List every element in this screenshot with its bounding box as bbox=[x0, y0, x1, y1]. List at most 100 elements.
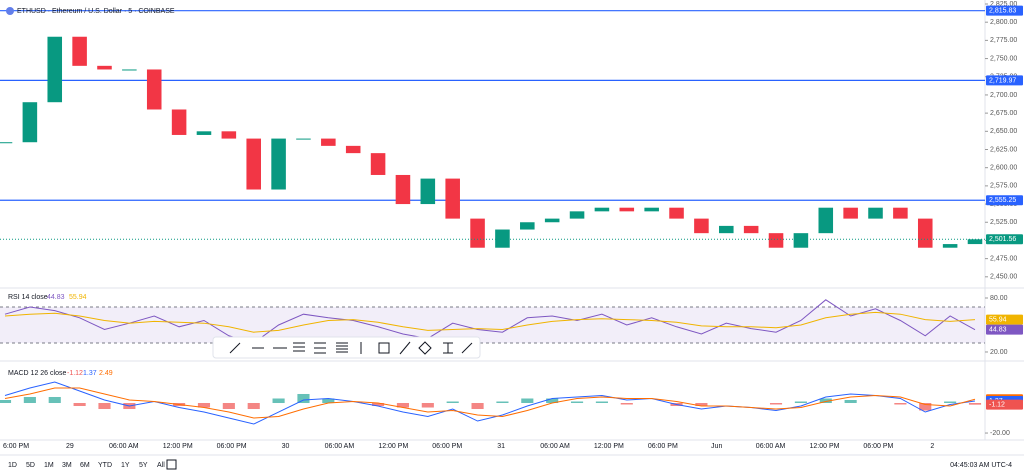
range-button[interactable]: 1Y bbox=[121, 462, 130, 469]
range-button[interactable]: 3M bbox=[62, 462, 72, 469]
candle bbox=[619, 207, 635, 212]
calendar-icon[interactable] bbox=[166, 459, 177, 470]
candle bbox=[768, 233, 784, 248]
price-badge bbox=[986, 75, 1023, 86]
histogram-bar bbox=[247, 403, 260, 410]
rsi-band bbox=[0, 307, 985, 343]
candle bbox=[246, 138, 261, 190]
candle bbox=[221, 131, 237, 139]
price-badge-label: 2,501.56 bbox=[989, 236, 1016, 243]
histogram-bar bbox=[570, 401, 584, 404]
range-button[interactable]: 1D bbox=[8, 462, 17, 469]
histogram-bar bbox=[496, 401, 509, 404]
candle bbox=[569, 211, 585, 219]
legend-value: 1.37 bbox=[83, 370, 97, 377]
candle bbox=[420, 178, 436, 205]
candle bbox=[719, 225, 734, 234]
candle bbox=[818, 207, 834, 234]
candle bbox=[271, 138, 286, 190]
candle bbox=[146, 69, 162, 110]
histogram-bar bbox=[23, 396, 36, 404]
histogram-bar bbox=[844, 400, 857, 404]
y-tick-label: 2,825.00 bbox=[990, 1, 1017, 8]
candle bbox=[470, 218, 485, 248]
histogram-bar bbox=[521, 398, 534, 404]
histogram-bar bbox=[396, 403, 410, 408]
histogram-bar bbox=[819, 398, 832, 404]
candle bbox=[47, 36, 63, 103]
histogram-bar bbox=[98, 403, 111, 410]
histogram-bar bbox=[197, 403, 211, 408]
y-tick-label: 2,675.00 bbox=[990, 110, 1017, 117]
histogram-bar bbox=[73, 403, 86, 407]
trend-line-tool[interactable] bbox=[229, 342, 241, 354]
y-tick-label: 2,575.00 bbox=[990, 183, 1017, 190]
more-tools[interactable] bbox=[461, 342, 473, 354]
range-button[interactable]: All bbox=[157, 462, 165, 469]
range-button[interactable]: 5D bbox=[26, 462, 35, 469]
price-badge-label: -1.12 bbox=[989, 402, 1005, 409]
histogram-bar bbox=[297, 393, 310, 404]
price-badge bbox=[986, 314, 1023, 325]
histogram-bar bbox=[546, 398, 559, 404]
histogram-bar bbox=[421, 403, 434, 408]
brush-tool[interactable] bbox=[399, 341, 411, 355]
range-button[interactable]: 6M bbox=[80, 462, 90, 469]
time-label: Jun bbox=[711, 443, 722, 450]
time-label: 30 bbox=[282, 443, 290, 450]
fib-tool[interactable] bbox=[314, 342, 326, 354]
y-tick-label: 2,800.00 bbox=[990, 19, 1017, 26]
histogram-bar bbox=[919, 403, 932, 411]
legend-value: 44.83 bbox=[47, 294, 65, 301]
time-label: 6:00 PM bbox=[3, 443, 29, 450]
rectangle-tool[interactable] bbox=[378, 342, 390, 354]
candle bbox=[594, 207, 610, 212]
time-label: 06:00 AM bbox=[756, 443, 786, 450]
macd-line bbox=[4, 381, 976, 425]
candle bbox=[669, 207, 684, 219]
rsi-line bbox=[4, 311, 976, 333]
price-badge bbox=[986, 324, 1023, 335]
time-label: 2 bbox=[930, 443, 934, 450]
parallel-channel-tool[interactable] bbox=[293, 342, 305, 352]
y-tick-label: 2,475.00 bbox=[990, 255, 1017, 262]
time-label: 06:00 PM bbox=[648, 443, 678, 450]
time-label: 06:00 PM bbox=[432, 443, 462, 450]
clock: 04:45:03 AM UTC-4 bbox=[950, 462, 1012, 469]
candle bbox=[171, 109, 187, 135]
candle bbox=[868, 207, 883, 219]
price-badge bbox=[986, 234, 1023, 245]
candle bbox=[370, 153, 386, 175]
range-button[interactable]: 5Y bbox=[139, 462, 148, 469]
candle bbox=[520, 222, 535, 230]
time-label: 31 bbox=[497, 443, 505, 450]
candle bbox=[196, 131, 212, 135]
candle bbox=[793, 233, 809, 248]
range-button[interactable]: 1M bbox=[44, 462, 54, 469]
candle bbox=[843, 207, 858, 219]
text-tool[interactable] bbox=[443, 342, 453, 354]
y-tick-label: 80.00 bbox=[990, 295, 1008, 302]
calendar-box bbox=[166, 459, 177, 470]
candle bbox=[893, 207, 908, 219]
plot: 2,450.002,475.002,500.002,525.002,550.00… bbox=[0, 1, 1023, 437]
y-tick-label: -20.00 bbox=[990, 430, 1010, 437]
candle bbox=[321, 138, 336, 146]
histogram-bar bbox=[372, 403, 385, 407]
price-badge bbox=[986, 195, 1023, 206]
candle bbox=[97, 65, 112, 70]
price-badge bbox=[986, 399, 1023, 410]
price-badge-label: 2,719.97 bbox=[989, 77, 1016, 84]
symbol-title: ETHUSD · Ethereum / U.S. Dollar · 5 · CO… bbox=[17, 8, 175, 15]
range-button[interactable]: YTD bbox=[98, 462, 112, 469]
candle bbox=[495, 229, 510, 248]
drawing-toolbar bbox=[212, 336, 481, 359]
time-label: 12:00 PM bbox=[594, 443, 624, 450]
candle bbox=[345, 145, 361, 154]
candle bbox=[445, 178, 460, 219]
gann-tool[interactable] bbox=[336, 342, 348, 353]
histogram-bar bbox=[446, 401, 459, 404]
pattern-tool[interactable] bbox=[418, 341, 432, 355]
y-tick-label: 2,700.00 bbox=[990, 92, 1017, 99]
